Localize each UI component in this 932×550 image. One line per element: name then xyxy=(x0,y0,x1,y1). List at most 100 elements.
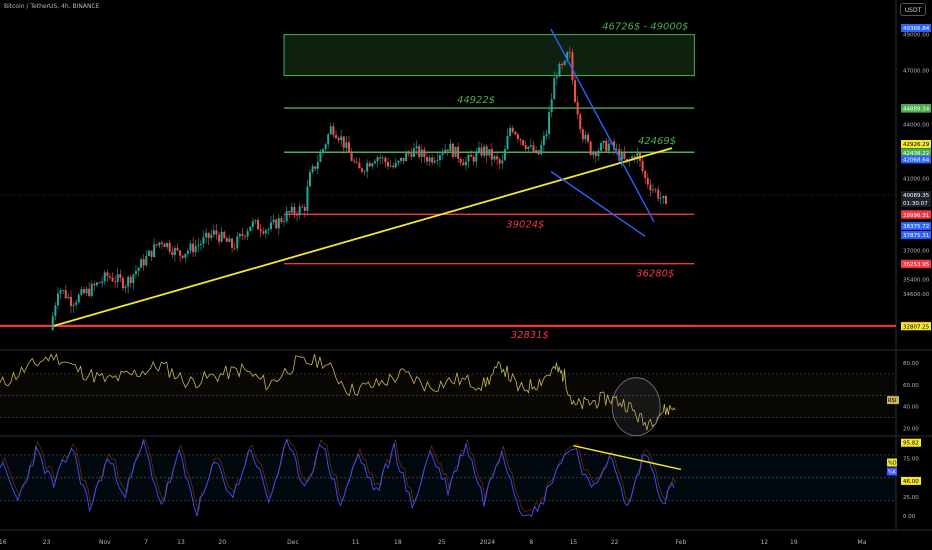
stoch-readout-box xyxy=(901,438,921,447)
rsi-axis-tick: 80.00 xyxy=(903,361,919,367)
candle-body xyxy=(77,294,80,303)
candle-body xyxy=(509,127,512,136)
time-axis-tick: 23 xyxy=(43,539,51,546)
candle-body xyxy=(301,206,304,208)
stoch-readout-box xyxy=(901,476,921,485)
candle-body xyxy=(225,237,228,242)
candle-body xyxy=(662,195,665,198)
candle-body xyxy=(314,166,317,169)
candle-body xyxy=(350,152,353,161)
candle-body xyxy=(540,145,543,155)
candle-body xyxy=(119,274,122,278)
candle-body xyxy=(654,189,657,191)
price-label-box xyxy=(901,210,931,219)
candle-body xyxy=(444,149,447,154)
price-label: 01:30:07 xyxy=(903,201,928,207)
time-axis-tick: 20 xyxy=(218,539,226,546)
candle-body xyxy=(238,233,241,237)
candle-body xyxy=(394,162,397,168)
candle-body xyxy=(620,152,623,161)
candle-body xyxy=(56,293,59,306)
candle-body xyxy=(496,156,499,160)
candle-body xyxy=(623,152,626,159)
candle-body xyxy=(259,229,262,232)
time-axis-tick: Feb xyxy=(676,539,687,546)
candle-body xyxy=(215,230,218,235)
candle-body xyxy=(529,145,532,147)
candle-body xyxy=(244,235,247,237)
candle-body xyxy=(150,250,153,257)
candle-body xyxy=(181,255,184,258)
candle-body xyxy=(114,281,117,283)
candle-body xyxy=(397,160,400,163)
candle-body xyxy=(646,177,649,185)
candle-body xyxy=(480,147,483,156)
candle-body xyxy=(381,157,384,159)
level-label: 36280$ xyxy=(636,269,674,280)
candle-body xyxy=(264,230,267,234)
candle-body xyxy=(262,231,265,234)
candle-body xyxy=(368,163,371,167)
candle-body xyxy=(59,290,62,294)
time-axis-tick: 2024 xyxy=(480,539,495,546)
candle-body xyxy=(472,156,475,162)
candle-body xyxy=(410,153,413,157)
level-label: 46726$ - 49000$ xyxy=(602,22,688,33)
candle-body xyxy=(392,165,395,168)
candle-body xyxy=(116,274,119,282)
candle-body xyxy=(581,129,584,140)
candle-body xyxy=(545,133,548,136)
candle-body xyxy=(90,283,93,296)
candle-body xyxy=(641,160,644,172)
time-axis-tick: 22 xyxy=(611,539,619,546)
candle-body xyxy=(111,277,114,282)
candle-body xyxy=(597,150,600,157)
candle-body xyxy=(386,162,389,167)
candle-body xyxy=(503,149,506,161)
candle-body xyxy=(420,149,423,157)
candle-body xyxy=(459,158,462,163)
symbol-title: Bitcoin / TetherUS, 4h, BINANCE xyxy=(4,3,100,10)
candle-body xyxy=(257,220,260,230)
candle-body xyxy=(631,156,634,160)
candle-body xyxy=(62,290,65,291)
time-axis-tick: 25 xyxy=(438,539,446,546)
candle-body xyxy=(522,140,525,146)
candle-body xyxy=(600,143,603,151)
price-label-box xyxy=(901,24,931,33)
candle-body xyxy=(574,80,577,102)
candle-body xyxy=(576,101,579,115)
time-axis-tick: Dec xyxy=(287,539,299,546)
candle-body xyxy=(127,276,130,287)
candle-body xyxy=(236,236,239,249)
stoch-label-box xyxy=(887,458,897,467)
candle-body xyxy=(106,272,109,277)
candle-body xyxy=(558,63,561,77)
time-axis-tick: 11 xyxy=(352,539,360,546)
price-label: 36253.95 xyxy=(903,262,930,268)
candle-body xyxy=(405,153,408,162)
price-axis-tick: 35400.00 xyxy=(903,278,930,284)
candle-body xyxy=(360,168,363,172)
candle-body xyxy=(210,234,213,238)
candle-body xyxy=(194,246,197,253)
stoch-readout: 95.82 xyxy=(903,441,919,447)
currency-button[interactable]: USDT xyxy=(900,3,926,16)
price-label: 38996.31 xyxy=(903,213,929,219)
candle-body xyxy=(290,206,293,213)
level-label: 32831$ xyxy=(511,330,549,341)
trend-line xyxy=(53,147,673,327)
candle-body xyxy=(353,160,356,162)
candle-body xyxy=(425,157,428,162)
price-label-box xyxy=(901,191,931,200)
stoch-label-box xyxy=(887,467,897,476)
candle-body xyxy=(64,290,67,299)
candle-body xyxy=(563,61,566,65)
candle-body xyxy=(101,281,104,283)
candle-body xyxy=(415,146,418,149)
candle-body xyxy=(311,166,314,173)
candle-body xyxy=(285,211,288,222)
candle-body xyxy=(519,138,522,141)
candle-body xyxy=(535,150,538,153)
